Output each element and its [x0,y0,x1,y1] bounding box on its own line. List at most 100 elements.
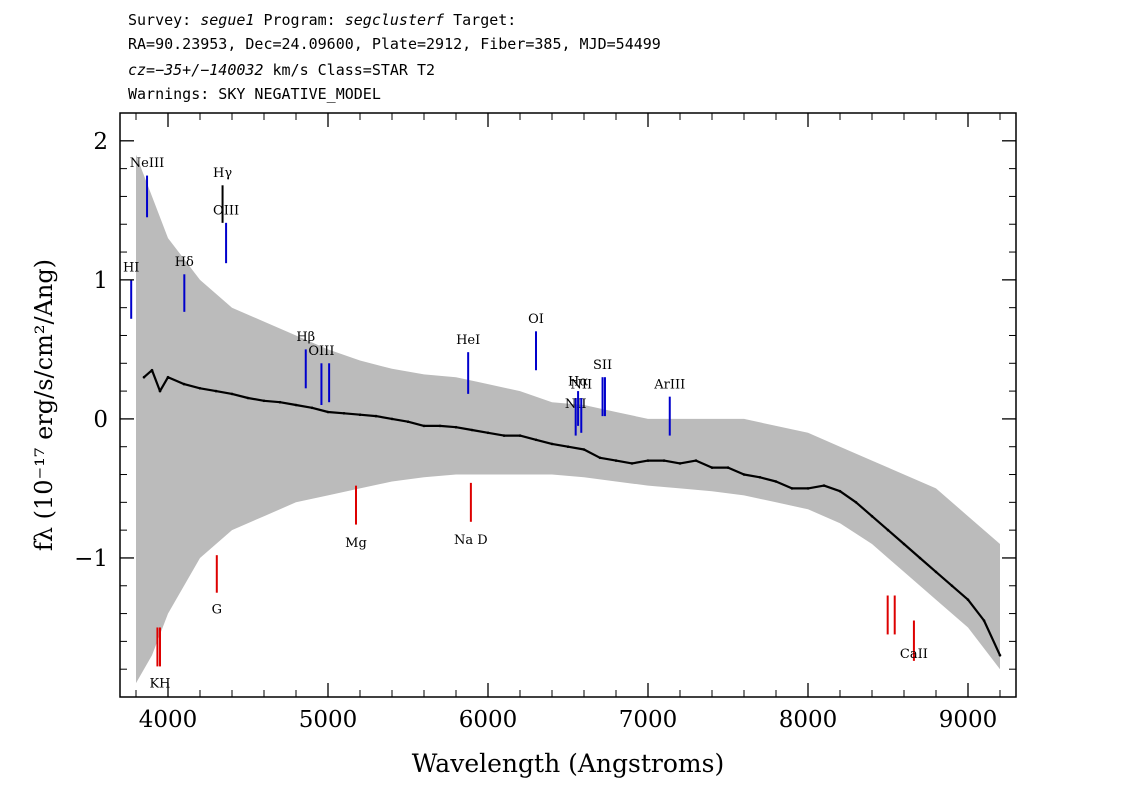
spectrum-point [214,389,218,393]
x-tick-label: 7000 [619,707,678,733]
spectrum-point [166,375,170,379]
spectrum-point [646,459,650,462]
spectrum-point [806,487,810,490]
x-tick-label: 4000 [139,707,198,733]
spectrum-point [518,434,522,437]
x-tick-label: 6000 [459,707,518,733]
header-line-3: cz=−35+/−140032 km/s Class=STAR T2 [128,60,435,80]
spectrum-point [902,542,906,546]
line-label: OIII [213,204,239,219]
line-label: CaII [900,647,928,662]
program-label: Program: [263,11,336,29]
spectrum-point [342,412,346,415]
header-warnings: Warnings: SKY NEGATIVE_MODEL [128,85,381,103]
spectrum-point [534,438,538,442]
line-label: Na D [454,533,488,548]
spectrum-point [374,414,378,418]
spectrum-point [278,400,282,404]
plot-frame [119,112,1017,698]
cz-value: cz=−35+/−140032 [128,61,264,79]
line-label: HeI [456,333,480,348]
spectrum-point [438,424,442,428]
spectrum-point [150,368,154,372]
spectrum-point [982,619,986,622]
spectrum-point [710,466,714,469]
spectrum-point [614,459,618,462]
spectrum-point [758,476,762,479]
spectrum-point [550,442,554,446]
line-label: ArIII [653,377,685,392]
line-label: Hδ [175,255,194,270]
class-value: Class=STAR T2 [317,61,436,79]
spectrum-point [230,392,234,396]
spectrum-point [854,501,858,504]
x-axis-label: Wavelength (Angstroms) [412,749,724,778]
spectrum-point [246,396,250,400]
target-label: Target: [453,11,517,29]
spectrum-point [726,466,730,469]
survey-value: segue1 [200,11,255,29]
spectrum-point [326,410,330,414]
line-label: Mg [345,536,367,551]
cz-unit: km/s [272,61,309,79]
spectrum-point [358,413,362,417]
spectrum-point [886,528,890,532]
y-tick-label: 0 [93,407,108,433]
spectrum-point [262,399,266,403]
line-label: KH [149,676,170,691]
x-tick-label: 8000 [779,707,838,733]
spectrum-point [158,389,162,393]
survey-label: Survey: [128,11,192,29]
axis-ticks: 4000 5000 6000 7000 8000 9000 −1 0 1 2 [74,112,1016,733]
spectrum-point [742,473,746,476]
y-tick-label: 2 [93,129,108,155]
spectrum-point [486,431,490,435]
y-axis-label: fλ (10⁻¹⁷ erg/s/cm²/Ang) [30,259,58,551]
line-label: Hγ [213,166,232,181]
line-label: NII [570,377,592,392]
spectrum-point [598,456,602,460]
line-label: Hβ [296,330,315,345]
spectrum-point [198,387,202,390]
line-label: OI [528,312,544,327]
y-tick-label: −1 [74,546,108,572]
line-label: SII [593,358,612,373]
spectrum-point [694,459,698,462]
x-tick-label: 5000 [299,707,358,733]
spectrum-line-layer [142,368,1002,657]
spectrum-point [998,654,1002,657]
spectrum-point [294,403,298,407]
spectrum-point [502,434,506,437]
header-line-1: Survey: segue1 Program: segclusterf Targ… [128,10,516,30]
program-value: segclusterf [344,11,445,29]
error-band-layer [136,154,1000,684]
annotation-layer: NeIIIHγOIIIHδHIHβOIIIHeIOINIIHαNIISIIArI… [123,156,928,691]
spectrum-point [934,570,938,574]
spectrum-point [870,514,874,518]
spectrum-point [838,489,842,493]
spectrum-line [143,369,1001,656]
error-band [136,154,1000,684]
line-label: NeIII [130,156,164,171]
spectrum-point [678,462,682,465]
spectrum-point [182,382,186,386]
spectrum-point [422,424,426,428]
spectrum-point [950,584,954,588]
spectrum-point [582,448,586,451]
spectrum-point [918,556,922,560]
header-line-2: RA=90.23953, Dec=24.09600, Plate=2912, F… [128,35,661,53]
spectrum-point [470,428,474,432]
spectrum-point [406,420,410,424]
x-tick-label: 9000 [939,707,998,733]
spectrum-point [566,445,570,449]
spectrum-point [630,462,634,465]
spectrum-point [662,459,666,462]
line-label: HI [123,261,139,276]
spectrum-point [310,406,314,410]
spectrum-point [454,425,458,429]
y-tick-label: 1 [93,268,108,294]
line-label: OIII [308,344,334,359]
spectrum-point [774,480,778,483]
line-label: Hα [568,375,588,390]
